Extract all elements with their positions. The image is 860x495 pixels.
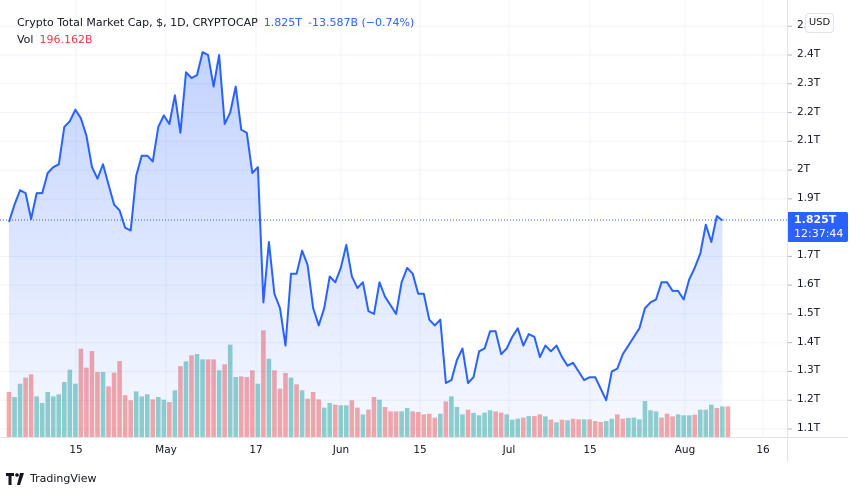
x-tick-label: 15 bbox=[413, 444, 427, 456]
last-price-tag: 1.825T 12:37:44 bbox=[788, 212, 848, 242]
y-tick-label: 2.1T bbox=[797, 134, 821, 147]
symbol-title[interactable]: Crypto Total Market Cap, $, 1D, CRYPTOCA… bbox=[17, 16, 258, 29]
volume-bar bbox=[725, 406, 731, 437]
y-tick-label: 2T bbox=[797, 163, 811, 176]
x-tick-label: 16 bbox=[756, 444, 770, 456]
x-tick-label: 15 bbox=[69, 444, 83, 456]
brand-name: TradingView bbox=[30, 472, 97, 485]
y-tick-label: 1.2T bbox=[797, 393, 821, 406]
chart-legend: Crypto Total Market Cap, $, 1D, CRYPTOCA… bbox=[17, 14, 414, 48]
volume-value: 196.162B bbox=[39, 33, 93, 46]
y-tick-label: 1.6T bbox=[797, 278, 821, 291]
y-tick-label: 2.3T bbox=[797, 76, 821, 89]
bar-countdown: 12:37:44 bbox=[794, 227, 844, 240]
x-tick-label: Aug bbox=[674, 444, 696, 456]
price-change: -13.587B (−0.74%) bbox=[308, 16, 415, 29]
x-tick-label: 17 bbox=[249, 444, 263, 456]
y-tick-label: 1.9T bbox=[797, 191, 821, 204]
price-area-fill bbox=[9, 52, 723, 437]
x-tick-label: Jun bbox=[332, 444, 350, 456]
y-tick-label: 2.4T bbox=[797, 48, 821, 60]
y-tick-label: 2.2T bbox=[797, 105, 821, 118]
last-price-tag-value: 1.825T bbox=[794, 213, 837, 226]
y-tick-label: 2. bbox=[797, 19, 808, 32]
tradingview-logo-icon bbox=[6, 472, 24, 485]
last-price: 1.825T bbox=[263, 16, 302, 29]
price-line bbox=[8, 51, 724, 402]
y-tick-label: 1.5T bbox=[797, 306, 821, 319]
tradingview-logo[interactable]: TradingView bbox=[6, 472, 96, 485]
volume-label[interactable]: Vol bbox=[17, 33, 34, 46]
x-tick-label: Jul bbox=[502, 444, 516, 456]
y-tick-label: 1.1T bbox=[797, 422, 821, 434]
y-tick-label: 1.3T bbox=[797, 364, 821, 377]
y-tick-label: 1.7T bbox=[797, 249, 821, 262]
y-tick-label: 1.4T bbox=[797, 335, 821, 348]
x-tick-label: 15 bbox=[583, 444, 597, 456]
currency-button[interactable]: USD bbox=[805, 13, 834, 33]
x-tick-label: May bbox=[155, 444, 177, 456]
